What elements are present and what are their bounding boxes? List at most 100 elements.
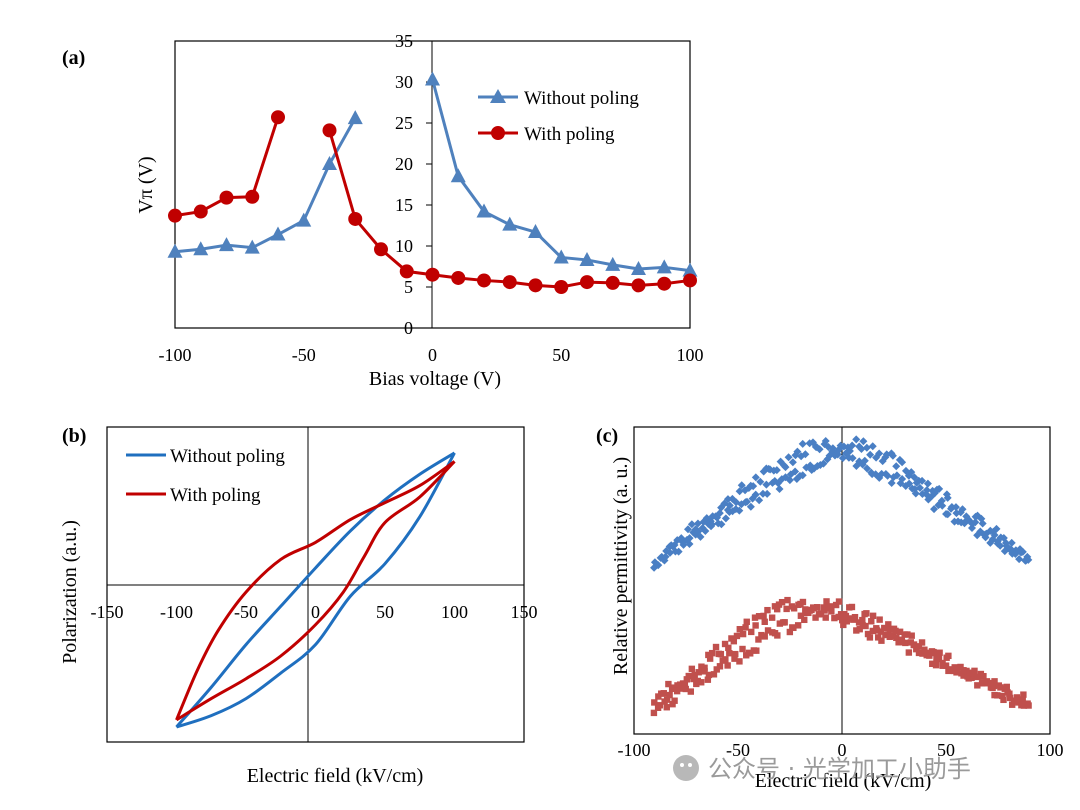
c-square-point: [704, 676, 712, 683]
c-diamond-point: [708, 520, 717, 529]
c-square-point: [665, 680, 672, 688]
c-square-point: [690, 675, 697, 683]
c-diamond-point: [866, 450, 875, 459]
c-diamond-point: [798, 471, 807, 480]
c-square-point: [694, 677, 702, 685]
c-diamond-point: [968, 519, 977, 528]
panel-c-y-label: Relative permittivity (a. u.): [610, 457, 632, 675]
c-square-point: [868, 618, 875, 625]
c-square-point: [721, 640, 729, 648]
c-square-point: [999, 692, 1006, 700]
panel-a-label: (a): [62, 47, 85, 69]
c-square-point: [685, 672, 692, 680]
panel-b-label: (b): [62, 425, 86, 447]
panel-c-x-ticks: -100 -50 0 50 100: [618, 740, 1064, 760]
c-diamond-point: [860, 456, 869, 465]
c-square-point: [843, 618, 850, 625]
a-circle-point: [657, 276, 672, 291]
a-ytick-label: 5: [404, 277, 413, 297]
c-square-point: [926, 652, 933, 659]
a-circle-point: [528, 278, 543, 293]
c-diamond-point: [1007, 545, 1016, 554]
b-xtick-label: -150: [91, 602, 124, 622]
c-square-point: [823, 598, 830, 605]
c-diamond-point: [863, 464, 872, 473]
c-square-point: [801, 616, 808, 624]
c-square-point: [706, 655, 714, 662]
c-square-point: [932, 661, 940, 669]
c-square-point: [1025, 702, 1032, 709]
b-xtick-label: 50: [376, 602, 394, 622]
c-diamond-point: [815, 445, 824, 454]
c-square-point: [840, 621, 847, 629]
c-square-point: [842, 612, 850, 620]
panel-a: (a) 0 5 10 15 20 25 30 35 -100 -50 0 50 100 Bias vo…: [62, 31, 704, 390]
c-diamond-point: [892, 471, 901, 480]
panel-b-x-label: Electric field (kV/cm): [247, 765, 424, 787]
c-square-point: [776, 620, 784, 627]
c-diamond-point: [674, 547, 683, 556]
c-square-point: [682, 685, 689, 693]
b-loop-lower-0: [176, 452, 456, 729]
c-square-point: [933, 655, 940, 663]
c-square-point: [790, 605, 798, 612]
b-xtick-label: 0: [311, 602, 320, 622]
c-diamond-point: [735, 487, 744, 496]
a-circle-point: [219, 190, 234, 205]
a-ytick-label: 25: [395, 113, 413, 133]
c-diamond-point: [785, 476, 794, 485]
a-xtick-label: -50: [292, 345, 316, 365]
c-square-point: [797, 612, 805, 619]
c-diamond-point: [742, 497, 751, 506]
c-diamond-point: [978, 519, 987, 528]
c-square-point: [878, 637, 885, 644]
c-square-point: [663, 704, 670, 711]
c-square-point: [799, 598, 807, 606]
a-xtick-label: -100: [159, 345, 192, 365]
c-square-point: [742, 624, 749, 631]
c-diamond-point: [911, 489, 920, 498]
c-square-point: [930, 649, 937, 657]
c-diamond-point: [819, 459, 828, 468]
c-square-point: [802, 606, 809, 613]
c-square-point: [806, 607, 813, 614]
c-diamond-point: [746, 502, 755, 511]
panel-b-y-label: Polarization (a.u.): [59, 520, 81, 664]
c-diamond-point: [892, 462, 901, 471]
c-square-point: [855, 619, 863, 626]
a-series-line-1: [328, 129, 691, 289]
c-square-point: [942, 662, 950, 669]
panel-a-x-ticks: -100 -50 0 50 100: [159, 345, 704, 365]
c-diamond-point: [898, 474, 907, 483]
c-square-point: [918, 639, 926, 646]
a-triangle-point: [682, 262, 698, 277]
c-square-point: [953, 666, 960, 674]
c-diamond-point: [862, 443, 871, 452]
c-diamond-point: [798, 439, 807, 448]
c-square-point: [656, 702, 664, 709]
c-square-point: [691, 671, 698, 679]
c-square-point: [837, 611, 845, 618]
a-circle-point: [502, 275, 517, 290]
a-ytick-label: 35: [395, 31, 413, 51]
c-square-point: [673, 687, 681, 695]
c-diamond-point: [654, 561, 663, 570]
legend-with-poling: With poling: [524, 124, 615, 145]
c-diamond-point: [888, 451, 897, 460]
c-diamond-point: [943, 493, 952, 502]
c-square-point: [701, 664, 708, 671]
c-square-point: [974, 682, 981, 689]
c-square-point: [915, 649, 923, 657]
c-square-point: [755, 613, 763, 620]
c-diamond-point: [857, 444, 866, 453]
a-ytick-label: 10: [395, 236, 413, 256]
c-square-point: [828, 608, 835, 615]
c-square-point: [957, 663, 964, 671]
c-square-point: [802, 609, 809, 617]
c-diamond-point: [868, 442, 877, 451]
c-square-point: [722, 656, 729, 663]
c-diamond-point: [701, 526, 710, 535]
c-square-point: [864, 630, 872, 638]
c-diamond-point: [915, 483, 924, 492]
c-square-point: [751, 614, 759, 621]
